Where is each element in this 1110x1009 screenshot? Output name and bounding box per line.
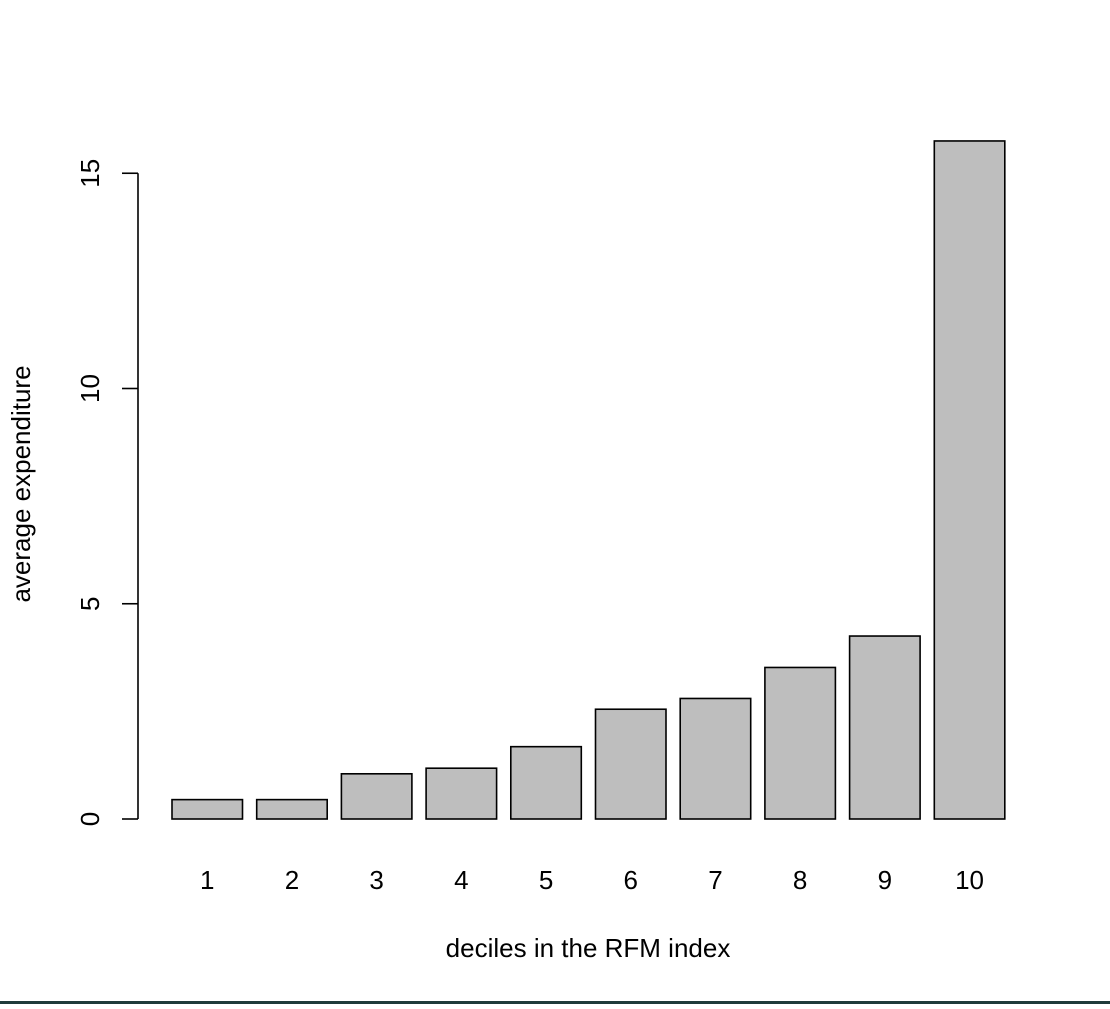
bar-decile-3 — [340, 772, 413, 820]
y-axis: 0 5 10 15 — [75, 159, 139, 826]
bar-decile-4 — [425, 767, 498, 820]
x-axis-label: deciles in the RFM index — [446, 933, 731, 963]
bar-decile-2 — [255, 798, 329, 820]
y-tick-label-0: 0 — [75, 812, 105, 826]
x-tick-label-3: 3 — [369, 865, 383, 895]
y-tick-label-5: 5 — [75, 597, 105, 611]
bar-decile-1 — [171, 798, 244, 820]
x-tick-label-5: 5 — [539, 865, 553, 895]
x-tick-label-10: 10 — [955, 865, 984, 895]
x-tick-label-2: 2 — [285, 865, 299, 895]
x-tick-label-7: 7 — [708, 865, 722, 895]
bar-decile-5 — [509, 745, 583, 820]
y-axis-label: average expenditure — [6, 365, 36, 602]
x-tick-labels: 1 2 3 4 5 6 7 8 9 10 — [200, 865, 984, 895]
x-tick-label-1: 1 — [200, 865, 214, 895]
bar-decile-8 — [764, 666, 837, 820]
y-tick-label-10: 10 — [75, 374, 105, 403]
bar-decile-7 — [679, 697, 752, 820]
bar-decile-10 — [933, 140, 1006, 820]
x-tick-label-4: 4 — [454, 865, 468, 895]
x-tick-label-8: 8 — [793, 865, 807, 895]
bar-decile-6 — [594, 708, 667, 820]
bottom-border — [0, 1001, 1110, 1004]
y-tick-label-15: 15 — [75, 159, 105, 188]
x-tick-label-9: 9 — [878, 865, 892, 895]
bar-decile-9 — [848, 635, 921, 820]
bars-group — [171, 140, 1006, 820]
x-tick-label-6: 6 — [624, 865, 638, 895]
